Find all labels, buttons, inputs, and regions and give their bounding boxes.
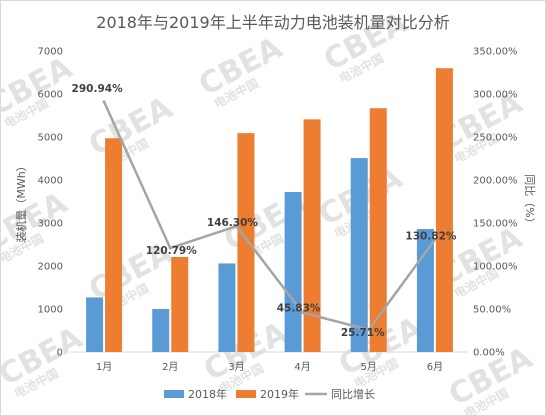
growth-point <box>301 311 305 315</box>
legend-swatch <box>164 390 184 398</box>
y-tick-label: 6000 <box>38 90 63 101</box>
x-tick-label: 5月 <box>361 361 377 373</box>
legend-label: 2019年 <box>260 387 299 401</box>
growth-line <box>102 101 436 332</box>
bar-2018 <box>416 229 434 352</box>
y-right-tick-label: 150.00% <box>473 219 518 230</box>
legend-label: 同比增长 <box>331 387 375 401</box>
legend-label: 2018年 <box>188 387 227 401</box>
growth-data-label: 146.30% <box>207 217 259 229</box>
y-tick-label: 1000 <box>38 305 63 316</box>
growth-point <box>234 224 238 228</box>
y-axis-title: 装机量（MWh） <box>14 160 28 242</box>
x-tick-label: 6月 <box>427 361 443 373</box>
bar-2019 <box>105 138 123 352</box>
legend-swatch <box>236 390 256 398</box>
bar-2019 <box>435 68 453 352</box>
bar-2018 <box>86 297 104 352</box>
y-tick-label: 0 <box>57 348 63 359</box>
growth-point <box>433 237 437 241</box>
bar-2018 <box>284 192 302 352</box>
bar-2019 <box>237 133 255 352</box>
y-right-axis-title: 同比（%） <box>523 174 536 228</box>
y-right-tick-label: 250.00% <box>473 133 518 144</box>
chart-title: 2018年与2019年上半年动力电池装机量对比分析 <box>96 13 449 32</box>
growth-point <box>367 328 371 332</box>
x-tick-label: 3月 <box>228 361 244 373</box>
y-tick-label: 4000 <box>38 176 63 187</box>
bar-2018 <box>350 158 368 352</box>
y-right-tick-label: 300.00% <box>473 90 518 101</box>
bar-2019 <box>369 108 387 352</box>
growth-data-label: 290.94% <box>72 83 124 95</box>
y-tick-label: 3000 <box>38 219 63 230</box>
y-right-tick-label: 350.00% <box>473 47 518 58</box>
bar-2018 <box>218 263 236 352</box>
growth-data-label: 25.71% <box>341 327 385 339</box>
y-right-tick-label: 50.00% <box>473 305 511 316</box>
x-tick-label: 1月 <box>96 361 112 373</box>
bar-2019 <box>303 119 321 353</box>
bar-2018 <box>152 309 170 352</box>
growth-point <box>102 100 106 104</box>
y-right-tick-label: 100.00% <box>473 262 518 273</box>
growth-data-label: 120.79% <box>146 245 198 257</box>
y-right-tick-label: 0.00% <box>473 348 505 359</box>
bar-2019 <box>171 256 189 352</box>
growth-data-label: 45.83% <box>277 303 321 315</box>
y-tick-label: 5000 <box>38 133 63 144</box>
y-right-tick-label: 200.00% <box>473 176 518 187</box>
y-tick-label: 2000 <box>38 262 63 273</box>
y-tick-label: 7000 <box>38 47 63 58</box>
x-tick-label: 4月 <box>294 361 310 373</box>
growth-data-label: 130.82% <box>405 230 457 242</box>
growth-point <box>168 246 172 250</box>
x-tick-label: 2月 <box>162 361 178 373</box>
